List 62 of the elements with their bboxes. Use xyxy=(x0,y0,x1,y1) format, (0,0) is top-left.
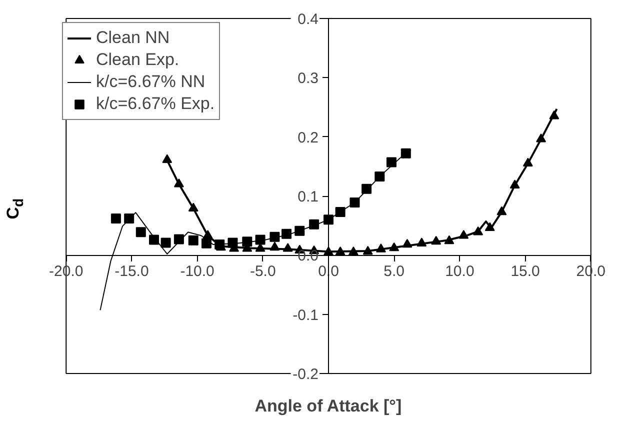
x-axis-title: Angle of Attack [°] xyxy=(254,396,402,416)
y-tick-label: -0.1 xyxy=(292,306,319,324)
point xyxy=(444,235,454,244)
legend-label: k/c=6.67% Exp. xyxy=(96,93,215,115)
legend-label: k/c=6.67% NN xyxy=(96,71,206,93)
point xyxy=(335,246,346,256)
point xyxy=(458,230,469,239)
legend-label: Clean NN xyxy=(96,27,170,49)
y-tick-label: 0.1 xyxy=(298,188,319,206)
point xyxy=(335,206,346,217)
point xyxy=(549,110,560,120)
point xyxy=(255,234,266,245)
point xyxy=(282,242,293,252)
point xyxy=(362,184,372,194)
point xyxy=(362,246,373,255)
y-tick-label: 0.3 xyxy=(298,70,319,88)
point xyxy=(402,238,412,248)
point xyxy=(201,238,212,248)
point xyxy=(202,230,213,239)
point xyxy=(484,222,495,232)
point xyxy=(376,244,386,252)
point xyxy=(149,234,160,245)
point xyxy=(228,238,238,248)
point xyxy=(270,242,280,251)
point xyxy=(386,157,396,168)
x-tick-label: -15.0 xyxy=(114,263,149,280)
point xyxy=(136,227,146,238)
point xyxy=(174,178,184,188)
point xyxy=(242,236,252,247)
y-tick-label: 0.4 xyxy=(298,10,319,28)
point xyxy=(324,214,334,225)
point xyxy=(294,226,305,236)
x-tick-label: 10.0 xyxy=(445,263,474,280)
point xyxy=(348,246,358,256)
point xyxy=(174,234,184,244)
x-tick-label: 15.0 xyxy=(510,263,540,280)
x-tick-label: 5.0 xyxy=(384,263,405,280)
point xyxy=(188,235,198,246)
point xyxy=(473,226,484,236)
point xyxy=(496,206,507,216)
x-tick-label: -5.0 xyxy=(250,263,276,280)
point xyxy=(389,242,400,252)
point xyxy=(431,236,442,245)
point xyxy=(522,158,533,167)
point xyxy=(309,219,320,230)
point xyxy=(510,180,520,188)
point xyxy=(162,154,172,163)
point xyxy=(124,213,134,224)
point xyxy=(282,228,292,239)
point xyxy=(350,198,360,208)
point xyxy=(416,238,427,246)
point xyxy=(160,238,171,248)
y-tick-label: 0.2 xyxy=(298,129,319,146)
x-tick-label: -10.0 xyxy=(180,263,214,280)
point xyxy=(188,202,198,212)
point xyxy=(270,232,280,242)
y-tick-label: -0.2 xyxy=(292,366,319,384)
point xyxy=(374,171,385,182)
point xyxy=(400,148,411,158)
point xyxy=(536,133,546,142)
legend-label: Clean Exp. xyxy=(96,49,180,71)
point xyxy=(110,213,121,224)
